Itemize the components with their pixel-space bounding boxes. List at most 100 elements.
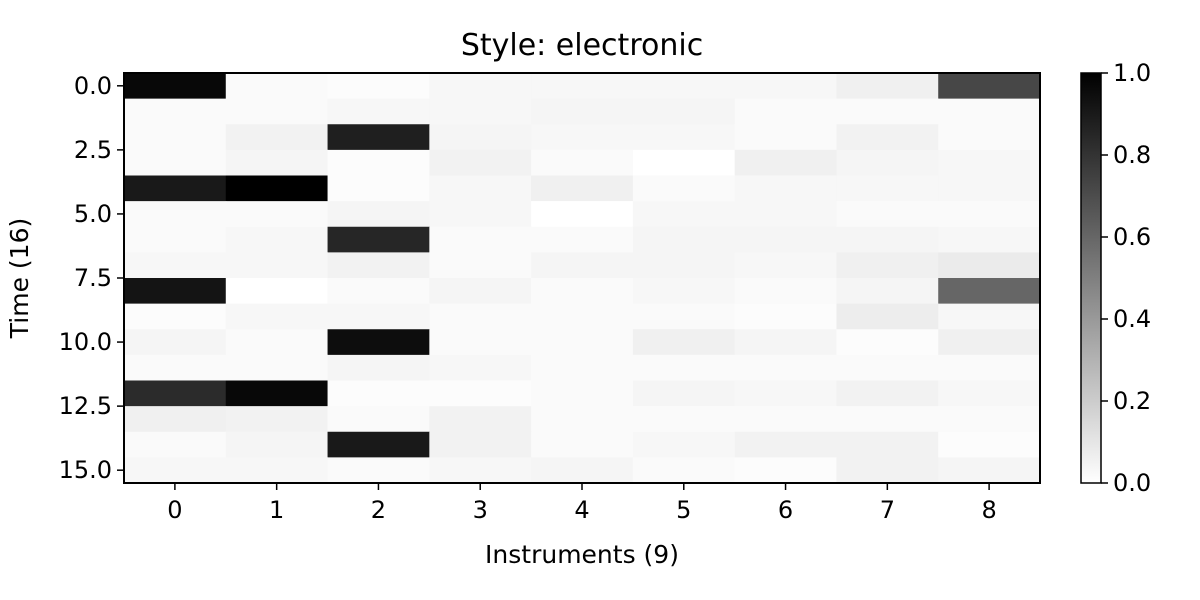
heatmap-cell (124, 201, 227, 228)
heatmap-cell (734, 175, 837, 202)
heatmap-cell (836, 329, 939, 356)
heatmap-cell (124, 149, 227, 176)
y-tick-label: 15.0 (59, 456, 112, 484)
x-tick-label: 8 (981, 496, 996, 524)
x-tick-label: 5 (676, 496, 691, 524)
heatmap-cell (836, 252, 939, 279)
heatmap-cell (734, 73, 837, 100)
heatmap-cell (938, 201, 1041, 228)
heatmap-cell (429, 73, 532, 100)
heatmap-cell (836, 73, 939, 100)
heatmap-cell (225, 201, 329, 228)
heatmap-cell (938, 149, 1041, 176)
heatmap-cell (734, 303, 837, 330)
x-axis-label: Instruments (9) (485, 540, 679, 569)
heatmap-cell (938, 406, 1041, 433)
heatmap-cell (124, 98, 227, 125)
heatmap-cell (429, 98, 532, 125)
heatmap-cell (327, 73, 430, 100)
heatmap-cell (124, 406, 227, 433)
heatmap-cell (836, 457, 939, 484)
heatmap-cell (734, 149, 837, 176)
heatmap-cell (938, 354, 1041, 381)
heatmap-cell (836, 431, 939, 458)
heatmap-cell (225, 406, 329, 433)
heatmap-cell (327, 201, 430, 228)
heatmap-cell (938, 124, 1041, 151)
heatmap-cell (225, 354, 329, 381)
heatmap-cell (531, 201, 634, 228)
heatmap-cell (429, 329, 532, 356)
heatmap-cell (124, 73, 227, 100)
heatmap-cell (531, 457, 634, 484)
heatmap-cell (531, 175, 634, 202)
heatmap-cell (429, 226, 532, 253)
heatmap-cell (429, 278, 532, 305)
heatmap-cell (734, 354, 837, 381)
heatmap-cell (836, 226, 939, 253)
heatmap-cell (124, 226, 227, 253)
heatmap-cell (225, 380, 329, 407)
heatmap-cell (327, 175, 430, 202)
heatmap-cell (836, 406, 939, 433)
heatmap-cell (225, 303, 329, 330)
heatmap-cell (836, 278, 939, 305)
heatmap-cell (734, 98, 837, 125)
heatmap-cell (327, 457, 430, 484)
heatmap-cell (124, 303, 227, 330)
heatmap-cell (734, 252, 837, 279)
heatmap-cell (734, 278, 837, 305)
colorbar-tick-label: 1.0 (1113, 59, 1151, 87)
heatmap-cell (124, 380, 227, 407)
heatmap-cell (124, 124, 227, 151)
colorbar-tick-label: 0.0 (1113, 469, 1151, 497)
heatmap-cell (225, 431, 329, 458)
heatmap-cell (734, 380, 837, 407)
heatmap-cell (836, 175, 939, 202)
heatmap-cell (225, 252, 329, 279)
heatmap-cell (632, 303, 736, 330)
y-tick-label: 10.0 (59, 328, 112, 356)
heatmap-cell (836, 380, 939, 407)
heatmap-cell (938, 380, 1041, 407)
heatmap-cell (836, 303, 939, 330)
heatmap-cell (429, 303, 532, 330)
heatmap-cell (938, 278, 1041, 305)
x-tick-label: 0 (167, 496, 182, 524)
heatmap-cell (327, 431, 430, 458)
heatmap-cell (429, 149, 532, 176)
heatmap-cell (225, 457, 329, 484)
heatmap-cell (429, 380, 532, 407)
heatmap-cell (327, 226, 430, 253)
heatmap-cell (632, 226, 736, 253)
heatmap-cell (632, 329, 736, 356)
heatmap-cell (531, 380, 634, 407)
y-tick-label: 5.0 (74, 200, 112, 228)
x-tick-label: 2 (371, 496, 386, 524)
heatmap-cell (632, 380, 736, 407)
heatmap-cell (531, 252, 634, 279)
heatmap-cell (836, 149, 939, 176)
x-axis-ticks: 0 1 2 3 4 5 6 7 8 (167, 483, 997, 524)
heatmap-cell (531, 124, 634, 151)
heatmap-cell (938, 73, 1041, 100)
heatmap-cell (531, 98, 634, 125)
heatmap-cell (429, 354, 532, 381)
heatmap-cell (124, 175, 227, 202)
heatmap-cell (225, 73, 329, 100)
heatmap-cell (225, 124, 329, 151)
heatmap-cell (531, 303, 634, 330)
y-tick-label: 7.5 (74, 264, 112, 292)
heatmap-cell (632, 201, 736, 228)
heatmap-cell (836, 124, 939, 151)
heatmap-cell (632, 124, 736, 151)
heatmap-cell (124, 457, 227, 484)
heatmap-cell (327, 303, 430, 330)
heatmap-cell (327, 98, 430, 125)
heatmap-cell (429, 124, 532, 151)
y-axis-label: Time (16) (5, 218, 34, 339)
y-tick-label: 2.5 (74, 136, 112, 164)
heatmap-cell (938, 226, 1041, 253)
x-tick-label: 6 (778, 496, 793, 524)
heatmap-cell (429, 201, 532, 228)
